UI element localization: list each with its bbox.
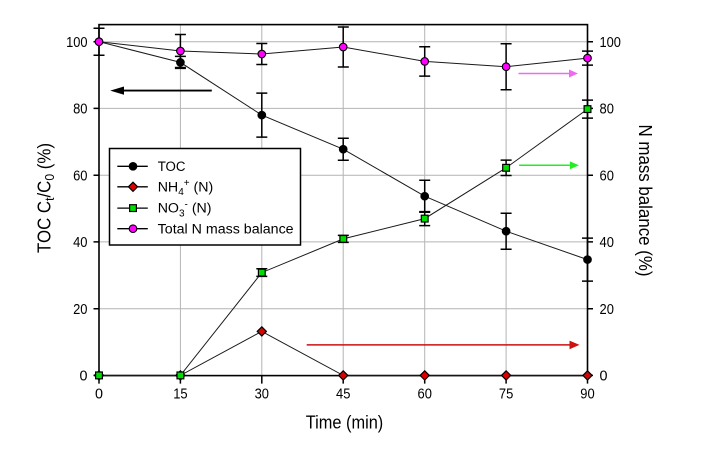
svg-text:60: 60 xyxy=(73,168,87,184)
svg-text:Time (min): Time (min) xyxy=(306,413,384,433)
svg-text:30: 30 xyxy=(255,387,269,403)
svg-text:20: 20 xyxy=(600,302,614,318)
svg-text:40: 40 xyxy=(600,235,614,251)
svg-text:20: 20 xyxy=(73,302,87,318)
svg-text:TOC Ct/C0 (%): TOC Ct/C0 (%) xyxy=(34,143,57,253)
svg-text:Total N mass balance: Total N mass balance xyxy=(158,221,294,237)
svg-text:TOC: TOC xyxy=(158,159,186,175)
svg-text:15: 15 xyxy=(173,387,187,403)
svg-text:100: 100 xyxy=(600,35,621,51)
svg-text:60: 60 xyxy=(418,387,432,403)
svg-text:45: 45 xyxy=(336,387,350,403)
svg-text:40: 40 xyxy=(73,235,87,251)
svg-text:60: 60 xyxy=(600,168,614,184)
svg-text:80: 80 xyxy=(600,102,614,118)
svg-text:0: 0 xyxy=(95,387,103,403)
svg-text:0: 0 xyxy=(80,369,88,385)
svg-text:75: 75 xyxy=(499,387,513,403)
svg-text:N mass balance (%): N mass balance (%) xyxy=(635,125,655,277)
svg-text:NO3- (N): NO3- (N) xyxy=(158,199,212,219)
svg-text:0: 0 xyxy=(600,369,608,385)
svg-text:NH4+ (N): NH4+ (N) xyxy=(158,178,214,198)
svg-text:90: 90 xyxy=(580,387,594,403)
svg-text:80: 80 xyxy=(73,102,87,118)
svg-text:100: 100 xyxy=(66,35,87,51)
